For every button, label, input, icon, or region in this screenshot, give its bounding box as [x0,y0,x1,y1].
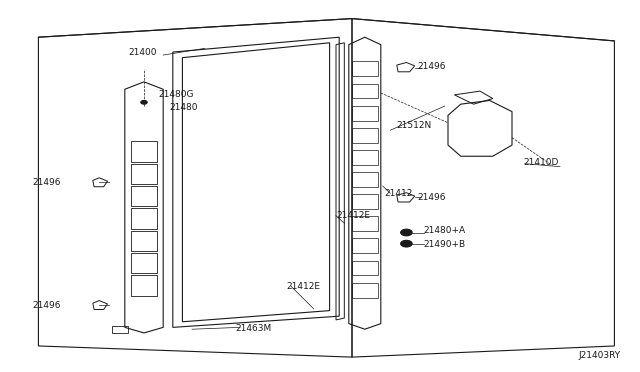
Text: 21410D: 21410D [524,158,559,167]
Text: 21412: 21412 [384,189,412,198]
Text: 21480+A: 21480+A [424,226,466,235]
Text: 21480: 21480 [170,103,198,112]
Text: 21512N: 21512N [397,121,432,130]
Circle shape [401,240,412,247]
Text: 21496: 21496 [32,178,61,187]
Text: 21463M: 21463M [236,324,272,333]
Text: 21496: 21496 [417,62,446,71]
Text: 21496: 21496 [417,193,446,202]
Circle shape [141,100,147,104]
Text: 21412E: 21412E [336,211,370,220]
Text: 21412E: 21412E [287,282,321,291]
Text: J21403RY: J21403RY [579,351,621,360]
Text: 21490+B: 21490+B [424,240,466,248]
Text: 21496: 21496 [32,301,61,310]
Text: 21480G: 21480G [159,90,194,99]
Text: 21400: 21400 [128,48,157,57]
Circle shape [401,229,412,236]
